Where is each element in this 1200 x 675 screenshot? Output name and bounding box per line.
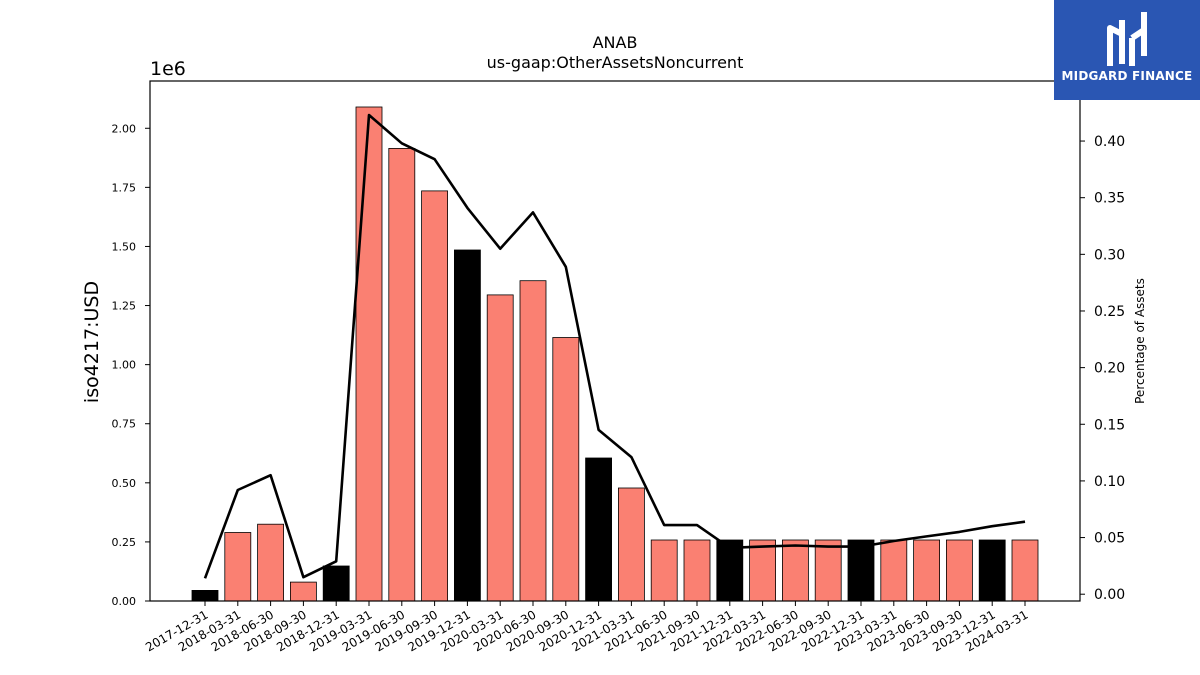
logo-text: MIDGARD FINANCE: [1061, 69, 1193, 83]
midgard-finance-logo: MIDGARD FINANCE: [1054, 0, 1200, 100]
bar-2022-12-31: [847, 539, 875, 602]
bar-2023-03-31: [880, 539, 908, 602]
x-axis: 2017-12-312018-03-312018-06-302018-09-30…: [143, 601, 1031, 654]
bar-2018-09-30: [289, 581, 317, 602]
bar-2020-03-31: [486, 294, 514, 602]
bar-2021-03-31: [618, 487, 645, 602]
y2-tick-label: 0.40: [1094, 134, 1125, 150]
y-tick-label: 2.00: [112, 122, 137, 135]
y2-tick-label: 0.10: [1094, 474, 1125, 490]
percentage-line: [203, 113, 1026, 579]
bar-2018-06-30: [257, 523, 285, 602]
bar-2023-09-30: [946, 539, 973, 602]
y-tick-label: 1.75: [112, 181, 137, 194]
y-tick-label: 1.50: [112, 240, 137, 253]
y2-tick-label: 0.35: [1094, 191, 1125, 207]
y2-tick-label: 0.30: [1094, 247, 1125, 263]
bar-2019-09-30: [421, 190, 449, 602]
y-axis-left: 0.00 0.25 0.50 0.75 1.00 1.25 1.50 1.75 2.00: [112, 122, 150, 608]
bar-2023-12-31: [978, 539, 1006, 602]
bar-2022-06-30: [782, 539, 809, 602]
y-offset-text: 1e6: [150, 58, 186, 80]
y-axis-label: iso4217:USD: [81, 281, 103, 403]
bar-2023-06-30: [913, 539, 940, 602]
y2-tick-label: 0.15: [1094, 417, 1125, 433]
bar-2020-09-30: [552, 337, 580, 602]
bar-2018-12-31: [322, 565, 350, 602]
bar-2019-03-31: [355, 106, 383, 602]
y2-tick-label: 0.00: [1094, 587, 1125, 603]
bar-2022-09-30: [814, 539, 842, 602]
chart-subtitle: us-gaap:OtherAssetsNoncurrent: [487, 53, 744, 72]
bar-2019-06-30: [388, 147, 416, 602]
bar-2018-03-31: [224, 532, 252, 602]
bar-2020-06-30: [519, 280, 547, 602]
y2-tick-label: 0.05: [1094, 531, 1125, 547]
bar-2019-12-31: [453, 249, 481, 602]
y-tick-label: 0.00: [112, 595, 137, 608]
bar-2020-12-31: [585, 457, 612, 602]
midgard-logo-icon: [1107, 12, 1147, 66]
bar-2021-09-30: [683, 539, 711, 602]
y2-tick-label: 0.25: [1094, 304, 1125, 320]
y-tick-label: 0.50: [112, 477, 137, 490]
chart-title: ANAB: [593, 33, 638, 52]
bar-2021-12-31: [716, 539, 744, 602]
bar-2017-12-31: [191, 590, 219, 602]
bars-layer: [191, 106, 1039, 602]
bar-2021-06-30: [650, 539, 678, 602]
y2-axis-label: Percentage of Assets: [1133, 278, 1147, 404]
y2-tick-label: 0.20: [1094, 361, 1125, 377]
y-axis-right: 0.00 0.05 0.10 0.15 0.20 0.25 0.30 0.35 0.40: [1080, 134, 1125, 603]
line-layer: [203, 113, 1026, 579]
y-tick-label: 0.75: [112, 418, 137, 431]
y-tick-label: 1.25: [112, 300, 137, 313]
bar-2022-03-31: [749, 539, 776, 602]
bar-2024-03-31: [1011, 539, 1039, 602]
y-tick-label: 0.25: [112, 536, 137, 549]
plot-frame: [149, 80, 1081, 602]
y-tick-label: 1.00: [112, 359, 137, 372]
